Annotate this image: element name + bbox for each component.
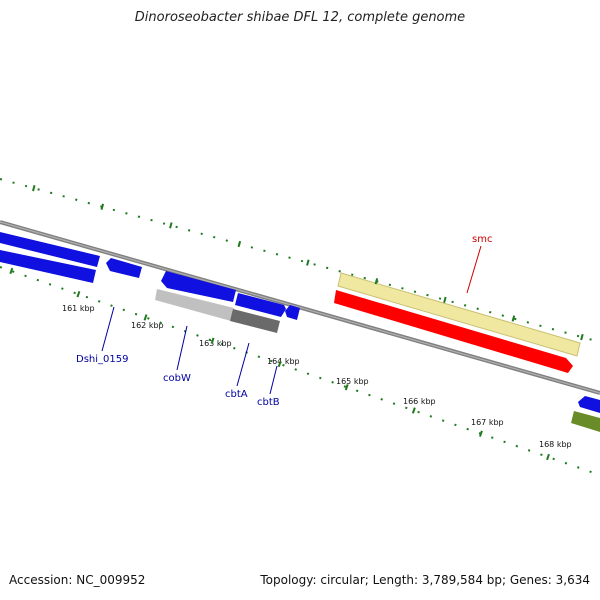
tick-label-165: 165 kbp (336, 377, 369, 386)
leader-cbta (236, 342, 250, 387)
outer-major-tick-1 (100, 203, 105, 210)
inner-major-tick-7 (478, 430, 483, 437)
inner-tick-ring (0, 266, 600, 476)
outer-major-tick-7 (511, 315, 516, 322)
outer-major-tick-3 (237, 240, 242, 248)
accession-text: Accession: NC_009952 (9, 573, 146, 587)
tick-label-167: 167 kbp (471, 418, 504, 427)
gene-feature-smc-cds (334, 290, 573, 373)
gene-feature-cobw-cds (161, 271, 236, 302)
inner-major-tick-6 (411, 407, 416, 414)
tick-label-163: 163 kbp (199, 339, 232, 348)
outer-major-tick-8 (580, 333, 584, 341)
outer-major-tick-5 (374, 278, 379, 285)
gene-label-leaders (101, 245, 482, 395)
backbone-highlight (0, 221, 600, 394)
inner-major-tick-4 (277, 360, 282, 368)
inner-major-tick-5 (344, 384, 349, 391)
genome-backbone (0, 220, 600, 395)
tick-label-161: 161 kbp (62, 304, 95, 313)
genome-stats-text: Topology: circular; Length: 3,789,584 bp… (260, 573, 590, 587)
gene-labels: Dshi_0159 cobW cbtA cbtB smc (76, 234, 492, 408)
gene-feature-smc-gene (337, 272, 581, 357)
tick-label-164: 164 kbp (267, 357, 300, 366)
gene-feature-cbta-cds (235, 293, 286, 317)
outer-major-tick-4 (306, 259, 310, 266)
outer-major-tick-6 (443, 296, 447, 304)
tick-label-162: 162 kbp (131, 321, 164, 330)
leader-smc (466, 245, 482, 294)
inner-major-tick-1 (76, 291, 81, 298)
gene-feature-dshi-0159 (0, 250, 96, 283)
inner-major-tick-2 (143, 314, 148, 321)
gene-feature-right-blue (578, 396, 600, 413)
outer-major-tick-0 (32, 185, 36, 192)
leader-dshi-0159 (101, 306, 115, 352)
tick-label-166: 166 kbp (403, 397, 436, 406)
inner-major-tick-0 (9, 267, 14, 275)
gene-feature-cbtb-cds (285, 305, 300, 320)
inner-major-tick-3 (210, 337, 215, 344)
outer-major-tick-2 (169, 222, 173, 229)
gene-label-cbta[interactable]: cbtA (225, 389, 248, 400)
leader-cobw (176, 325, 188, 371)
gene-label-cbtb[interactable]: cbtB (257, 397, 280, 408)
gene-label-dshi-0159[interactable]: Dshi_0159 (76, 354, 128, 365)
gene-feature-right-olive (571, 411, 600, 432)
tick-label-168: 168 kbp (539, 440, 572, 449)
gene-label-smc[interactable]: smc (472, 234, 492, 245)
gene-label-cobw[interactable]: cobW (163, 373, 191, 384)
gene-feature-left-upper (0, 232, 100, 267)
gene-feature-cbta-gene (230, 309, 280, 333)
forward-strand-features (0, 232, 600, 432)
map-title: Dinoroseobacter shibae DFL 12, complete … (134, 10, 466, 25)
gene-feature-small-reverse (106, 258, 142, 278)
inner-minor-ticks (0, 266, 600, 476)
gene-feature-cobw-gene (155, 289, 234, 321)
inner-major-tick-8 (546, 453, 550, 461)
leader-cbtb (269, 365, 278, 395)
tick-labels: 161 kbp 162 kbp 163 kbp 164 kbp 165 kbp … (62, 304, 572, 449)
